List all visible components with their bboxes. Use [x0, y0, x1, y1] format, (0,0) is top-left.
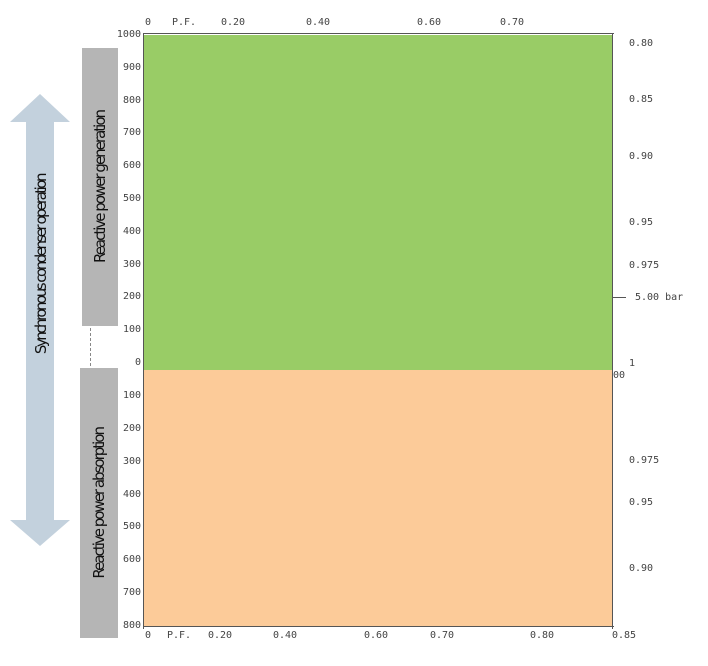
right-axis-line	[612, 33, 613, 629]
left-tick: 700	[122, 127, 141, 138]
absorption-label-box: Reactive power absorption	[80, 368, 118, 638]
double-arrow-icon	[10, 94, 70, 546]
absorption-label: Reactive power absorption	[90, 427, 108, 579]
left-tick: 300	[122, 259, 141, 270]
left-tick: 800	[122, 95, 141, 106]
right-tick: 0.90	[629, 151, 654, 162]
top-tick: 0.40	[306, 17, 331, 28]
left-tick: 800	[122, 620, 141, 631]
left-tick: 900	[122, 62, 141, 73]
left-tick: 100	[122, 390, 141, 401]
left-tick: 1000	[116, 29, 141, 40]
right-tick: 0.975	[629, 455, 660, 466]
left-tick: 200	[122, 423, 141, 434]
marker-line	[612, 297, 626, 298]
generation-label-box: Reactive power generation	[82, 48, 118, 326]
bottom-tick: 0.40	[273, 630, 298, 641]
right-tick: 0.80	[629, 38, 654, 49]
arrow-label-wrap: Synchronous condenser operation	[22, 175, 60, 475]
bottom-tick: P.F.	[167, 630, 192, 641]
absorbing-zone	[144, 370, 612, 626]
right-tick: 0.90	[629, 563, 654, 574]
box-connector	[90, 328, 91, 366]
left-tick: 500	[122, 521, 141, 532]
left-tick: 500	[122, 193, 141, 204]
left-tick: 100	[122, 324, 141, 335]
left-tick: 400	[122, 226, 141, 237]
left-axis-line	[143, 33, 144, 629]
left-tick: 300	[122, 456, 141, 467]
top-tick: P.F.	[172, 17, 197, 28]
bottom-tick: 0.80	[530, 630, 555, 641]
bottom-tick: 0.85	[612, 630, 637, 641]
left-tick: 0	[134, 357, 141, 368]
arrow-label: Synchronous condenser operation	[32, 175, 50, 355]
left-tick: 700	[122, 587, 141, 598]
top-tick: 0.70	[500, 17, 525, 28]
top-axis-line	[144, 33, 614, 34]
axis-break-label: 00	[613, 370, 626, 381]
marker-label: 5.00 bar	[635, 292, 684, 303]
bottom-tick: 0.70	[430, 630, 455, 641]
bottom-tick: 0.20	[208, 630, 233, 641]
right-tick: 0.95	[629, 497, 654, 508]
generating-zone	[144, 35, 612, 370]
left-tick: 400	[122, 489, 141, 500]
bottom-axis-line	[144, 626, 614, 627]
left-tick: 200	[122, 291, 141, 302]
bottom-tick: 0.60	[364, 630, 389, 641]
top-tick: 0.60	[417, 17, 442, 28]
top-tick: 0	[145, 17, 152, 28]
left-tick: 600	[122, 554, 141, 565]
right-tick: 0.85	[629, 94, 654, 105]
left-tick: 600	[122, 160, 141, 171]
top-tick: 0.20	[221, 17, 246, 28]
bottom-tick: 0	[145, 630, 152, 641]
right-tick: 0.975	[629, 260, 660, 271]
right-tick: 1	[629, 358, 636, 369]
right-tick: 0.95	[629, 217, 654, 228]
generation-label: Reactive power generation	[91, 110, 109, 264]
